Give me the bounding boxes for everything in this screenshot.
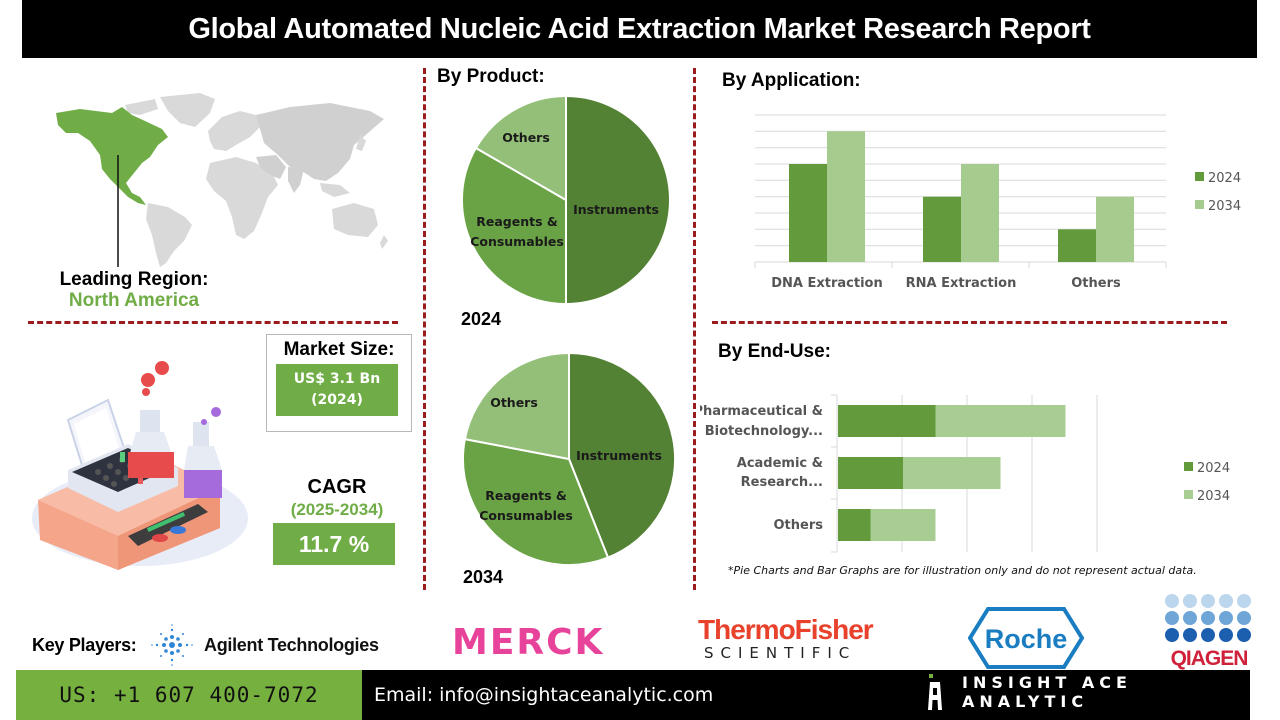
svg-text:2034: 2034 — [1197, 489, 1230, 504]
leading-region-label: Leading Region: — [59, 269, 209, 290]
pie-slice-instruments — [565, 94, 671, 306]
insight-ace-logo-icon — [927, 674, 943, 710]
pie-chart-2034: Instruments Reagents & Consumables Other… — [462, 351, 677, 567]
svg-text:Academic &: Academic & — [737, 456, 823, 471]
bar-pharma-2024 — [838, 405, 936, 437]
divider-right-horizontal — [712, 321, 1227, 324]
divider-left — [423, 68, 426, 590]
leading-region-value: North America — [68, 290, 200, 311]
svg-text:Reagents &: Reagents & — [485, 488, 567, 503]
cagr-value: 11.7 % — [273, 523, 395, 565]
footer-email[interactable]: Email: info@insightaceanalytic.com — [374, 684, 714, 706]
thermo-fisher-name: ThermoFisher — [698, 614, 874, 645]
world-map — [50, 85, 390, 270]
svg-text:2034: 2034 — [1208, 199, 1241, 214]
page-title: Global Automated Nucleic Acid Extraction… — [22, 0, 1257, 58]
divider-left-horizontal — [28, 321, 398, 324]
market-size-label: Market Size: — [283, 339, 395, 360]
svg-text:RNA Extraction: RNA Extraction — [906, 276, 1017, 291]
extraction-machine-icon — [32, 361, 248, 570]
svg-text:Instruments: Instruments — [573, 202, 659, 217]
world-map-graphic — [56, 93, 388, 267]
merck-logo: MERCK — [452, 622, 605, 663]
market-size-card: Market Size: US$ 3.1 Bn (2024) — [266, 334, 412, 432]
pie-chart-2024: Instruments Reagents & Consumables Other… — [460, 94, 672, 306]
market-size-value: US$ 3.1 Bn (2024) — [276, 364, 398, 416]
application-section-title: By Application: — [722, 70, 861, 91]
footer-bar: Email: info@insightaceanalytic.com INSIG… — [362, 670, 1250, 720]
svg-text:Research...: Research... — [741, 475, 823, 490]
svg-text:Others: Others — [502, 130, 550, 145]
footer-phone[interactable]: US: +1 607 400-7072 — [16, 670, 362, 720]
qiagen-name: QIAGEN — [1171, 647, 1248, 670]
roche-logo: Roche — [967, 607, 1085, 669]
pie-slice-reagents — [462, 437, 610, 567]
bar-dna-2034 — [827, 131, 865, 262]
svg-text:DNA Extraction: DNA Extraction — [771, 276, 882, 291]
pie-slice-others — [474, 94, 567, 202]
pie-slice-others — [463, 351, 570, 461]
svg-text:Consumables: Consumables — [470, 234, 564, 249]
bar-others-2034 — [870, 509, 936, 541]
svg-text:Biotechnology...: Biotechnology... — [705, 424, 823, 439]
bar-others-2034 — [1096, 196, 1134, 262]
chart-disclaimer: *Pie Charts and Bar Graphs are for illus… — [728, 564, 1197, 577]
product-section-title: By Product: — [437, 66, 545, 87]
lab-device-illustration — [28, 360, 258, 570]
thermo-fisher-logo: ThermoFisher SCIENTIFIC — [698, 614, 908, 662]
market-size-year: (2024) — [311, 392, 363, 408]
north-america-highlight — [56, 107, 168, 205]
svg-text:Others: Others — [774, 518, 824, 533]
roche-name: Roche — [985, 624, 1068, 654]
bar-dna-2024 — [789, 164, 827, 262]
bar-others-2024 — [838, 509, 871, 541]
svg-text:Pharmaceutical &: Pharmaceutical & — [700, 404, 823, 419]
bar-academic-2024 — [838, 457, 903, 489]
bar-pharma-2034 — [935, 405, 1066, 437]
market-size-amount: US$ 3.1 Bn — [293, 371, 381, 387]
pie-slice-reagents — [461, 146, 567, 306]
footer-brand: INSIGHT ACE ANALYTIC — [962, 673, 1132, 711]
qiagen-logo: QIAGEN — [1163, 592, 1255, 670]
divider-right — [693, 68, 696, 590]
svg-text:2024: 2024 — [1197, 461, 1230, 476]
pie-slice-instruments — [568, 351, 677, 559]
svg-text:Others: Others — [490, 395, 538, 410]
svg-text:Reagents &: Reagents & — [476, 214, 558, 229]
agilent-logo: Agilent Technologies — [150, 622, 390, 668]
bar-rna-2034 — [961, 164, 999, 262]
qiagen-dots-icon — [1165, 594, 1251, 642]
bar-others-2024 — [1058, 229, 1096, 262]
bar-rna-2024 — [923, 196, 961, 262]
svg-text:2024: 2024 — [1208, 171, 1241, 186]
key-players-label: Key Players: — [32, 635, 137, 655]
bar-academic-2034 — [903, 457, 1001, 489]
agilent-spark-icon — [151, 624, 193, 666]
end-use-bar-chart: Pharmaceutical & Biotechnology... Academ… — [693, 390, 1260, 560]
roche-hexagon-icon — [967, 607, 1085, 669]
agilent-name: Agilent Technologies — [204, 634, 379, 655]
end-use-section-title: By End-Use: — [718, 341, 831, 362]
pie-2024-year-label: 2024 — [461, 309, 502, 329]
cagr-label: CAGR — [307, 476, 367, 498]
cagr-period: (2025-2034) — [290, 500, 384, 519]
thermo-fisher-subtitle: SCIENTIFIC — [704, 644, 857, 662]
application-bar-chart: DNA Extraction RNA Extraction Others 202… — [740, 105, 1260, 300]
svg-text:Instruments: Instruments — [576, 448, 662, 463]
svg-text:Consumables: Consumables — [479, 508, 573, 523]
svg-text:Others: Others — [1071, 276, 1121, 291]
pie-2034-year-label: 2034 — [463, 567, 504, 587]
